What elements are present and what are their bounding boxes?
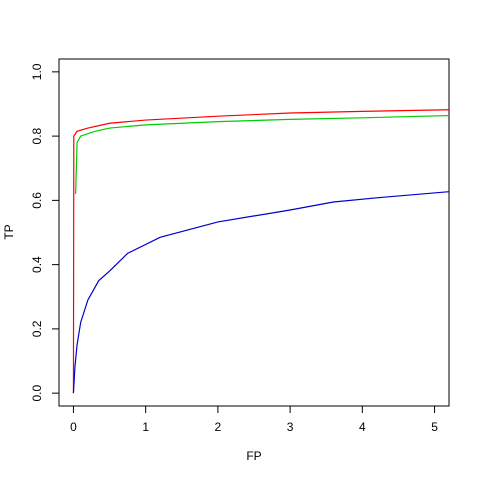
x-tick-label: 5 <box>431 420 438 434</box>
y-tick-label: 0.4 <box>30 256 44 273</box>
x-tick-label: 1 <box>142 420 149 434</box>
x-tick-label: 3 <box>287 420 294 434</box>
y-tick-label: 0.2 <box>30 320 44 337</box>
x-tick-label: 4 <box>359 420 366 434</box>
x-tick-label: 0 <box>70 420 77 434</box>
y-tick-label: 0.6 <box>30 192 44 209</box>
roc-line <box>75 114 449 194</box>
roc-line <box>72 109 449 394</box>
x-axis-label: FP <box>246 449 261 463</box>
y-tick-label: 1.0 <box>30 63 44 80</box>
y-tick-label: 0.0 <box>30 384 44 401</box>
x-tick-label: 2 <box>215 420 222 434</box>
y-tick-label: 0.8 <box>30 127 44 144</box>
y-axis-label: TP <box>2 224 16 239</box>
roc-line <box>72 191 449 394</box>
